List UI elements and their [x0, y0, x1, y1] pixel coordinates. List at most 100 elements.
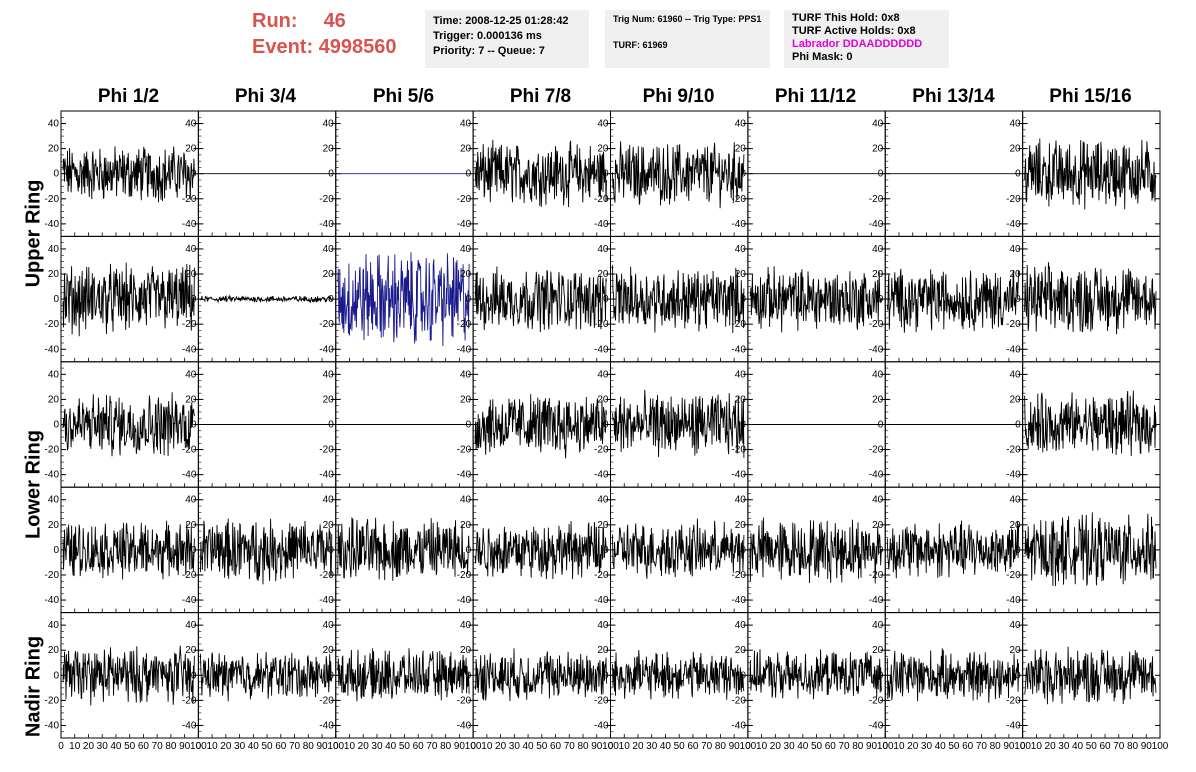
- y-tick-label: 0: [1015, 294, 1021, 305]
- y-tick-label: 0: [191, 169, 197, 180]
- y-tick-label: 40: [597, 244, 609, 255]
- x-tick-label: 40: [660, 741, 672, 752]
- x-tick-label: 30: [97, 741, 109, 752]
- x-tick-label: 70: [426, 741, 438, 752]
- waveform-trace: [62, 262, 195, 337]
- waveform-trace: [337, 517, 470, 581]
- waveform-trace: [749, 649, 882, 700]
- y-tick-label: -20: [869, 570, 884, 581]
- y-tick-label: -20: [319, 445, 334, 456]
- y-tick-label: 40: [48, 369, 60, 380]
- waveform-trace: [886, 648, 1020, 703]
- x-tick-label: 0: [470, 741, 476, 752]
- y-tick-label: 20: [735, 645, 747, 656]
- y-tick-label: 0: [740, 670, 746, 681]
- y-tick-label: -20: [594, 319, 609, 330]
- waveform-trace: [474, 139, 607, 208]
- x-tick-label: 10: [619, 741, 631, 752]
- y-tick-label: 0: [1015, 420, 1021, 431]
- waveform-trace: [612, 265, 745, 334]
- waveform-trace: [1024, 512, 1157, 587]
- y-tick-label: 40: [48, 495, 60, 506]
- y-tick-label: 40: [872, 369, 884, 380]
- y-tick-label: 40: [597, 495, 609, 506]
- y-tick-label: 20: [48, 645, 60, 656]
- y-tick-label: 20: [735, 269, 747, 280]
- col-header-6: Phi 11/12: [774, 86, 857, 107]
- y-tick-label: 0: [878, 545, 884, 556]
- y-tick-label: 0: [328, 294, 334, 305]
- event-line: Event: 4998560: [252, 34, 422, 60]
- y-tick-label: -20: [45, 570, 60, 581]
- y-tick-label: 40: [597, 620, 609, 631]
- waveform-trace: [612, 389, 745, 458]
- waveform-trace: [1024, 646, 1157, 705]
- y-tick-label: 20: [323, 645, 335, 656]
- y-tick-label: -40: [594, 720, 609, 731]
- turf-info-box: TURF This Hold: 0x8 TURF Active Holds: 0…: [784, 10, 949, 68]
- y-tick-label: 20: [1010, 520, 1022, 531]
- y-tick-label: 40: [735, 495, 747, 506]
- y-tick-label: -40: [1006, 219, 1021, 230]
- x-tick-label: 80: [303, 741, 315, 752]
- x-tick-label: 20: [907, 741, 919, 752]
- y-tick-label: 40: [735, 119, 747, 130]
- y-tick-label: 0: [603, 169, 609, 180]
- y-tick-label: 0: [328, 169, 334, 180]
- y-tick-label: 0: [466, 670, 472, 681]
- y-tick-label: 0: [1015, 169, 1021, 180]
- waveform-trace: [62, 392, 195, 457]
- y-tick-label: -20: [182, 695, 197, 706]
- waveform-trace: [199, 518, 333, 585]
- y-tick-label: 20: [48, 520, 60, 531]
- y-tick-label: 0: [53, 670, 59, 681]
- x-tick-label: 10: [1031, 741, 1043, 752]
- x-tick-label: 30: [646, 741, 658, 752]
- turf-active-holds-text: TURF Active Holds: 0x8: [792, 25, 916, 37]
- run-line: Run: 46: [252, 8, 422, 34]
- y-tick-label: 20: [185, 394, 197, 405]
- y-tick-label: 40: [735, 369, 747, 380]
- waveform-trace: [612, 141, 745, 209]
- y-tick-label: 0: [878, 169, 884, 180]
- y-tick-label: 40: [872, 119, 884, 130]
- x-tick-label: 30: [509, 741, 521, 752]
- waveform-trace: [337, 648, 470, 702]
- y-tick-label: -40: [319, 720, 334, 731]
- y-tick-label: 0: [53, 169, 59, 180]
- y-tick-label: 40: [460, 620, 472, 631]
- y-tick-label: -20: [319, 319, 334, 330]
- y-tick-label: 20: [872, 394, 884, 405]
- x-tick-label: 0: [608, 741, 614, 752]
- x-tick-label: 50: [536, 741, 548, 752]
- y-tick-label: -20: [731, 319, 746, 330]
- y-tick-label: -40: [869, 720, 884, 731]
- x-tick-label: 40: [523, 741, 535, 752]
- x-tick-label: 100: [877, 741, 894, 752]
- y-tick-label: 40: [1010, 244, 1022, 255]
- waveform-trace: [749, 266, 882, 333]
- col-header-4: Phi 7/8: [509, 86, 572, 107]
- y-tick-label: -40: [594, 595, 609, 606]
- y-tick-label: 40: [185, 369, 197, 380]
- y-tick-label: 20: [1010, 144, 1022, 155]
- turf-text: TURF: 61969: [613, 40, 668, 50]
- waveform-trace: [1024, 138, 1157, 210]
- y-tick-label: -40: [731, 720, 746, 731]
- y-tick-label: 0: [878, 420, 884, 431]
- waveform-trace: [199, 651, 333, 702]
- waveform-trace: [474, 648, 607, 702]
- x-tick-label: 30: [1058, 741, 1070, 752]
- x-tick-label: 100: [740, 741, 757, 752]
- y-tick-label: -20: [182, 319, 197, 330]
- y-tick-label: 20: [1010, 269, 1022, 280]
- y-tick-label: -20: [319, 194, 334, 205]
- x-tick-label: 10: [893, 741, 905, 752]
- y-tick-label: 20: [597, 645, 609, 656]
- waveform-trace: [474, 266, 607, 333]
- y-tick-label: -40: [457, 470, 472, 481]
- y-tick-label: 0: [740, 294, 746, 305]
- y-tick-label: -20: [594, 570, 609, 581]
- col-header-1: Phi 1/2: [97, 86, 160, 107]
